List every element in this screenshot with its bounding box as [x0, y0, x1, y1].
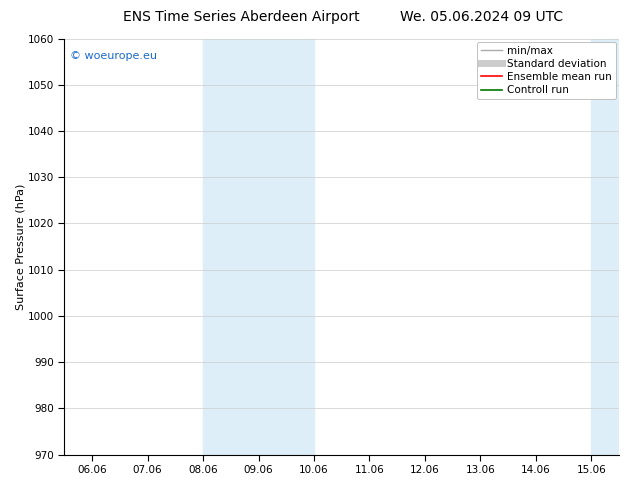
- Bar: [203, 39, 314, 455]
- Y-axis label: Surface Pressure (hPa): Surface Pressure (hPa): [15, 183, 25, 310]
- Text: © woeurope.eu: © woeurope.eu: [70, 51, 157, 61]
- Text: We. 05.06.2024 09 UTC: We. 05.06.2024 09 UTC: [400, 10, 564, 24]
- Bar: [592, 39, 634, 455]
- Text: ENS Time Series Aberdeen Airport: ENS Time Series Aberdeen Airport: [122, 10, 359, 24]
- Legend: min/max, Standard deviation, Ensemble mean run, Controll run: min/max, Standard deviation, Ensemble me…: [477, 42, 616, 99]
